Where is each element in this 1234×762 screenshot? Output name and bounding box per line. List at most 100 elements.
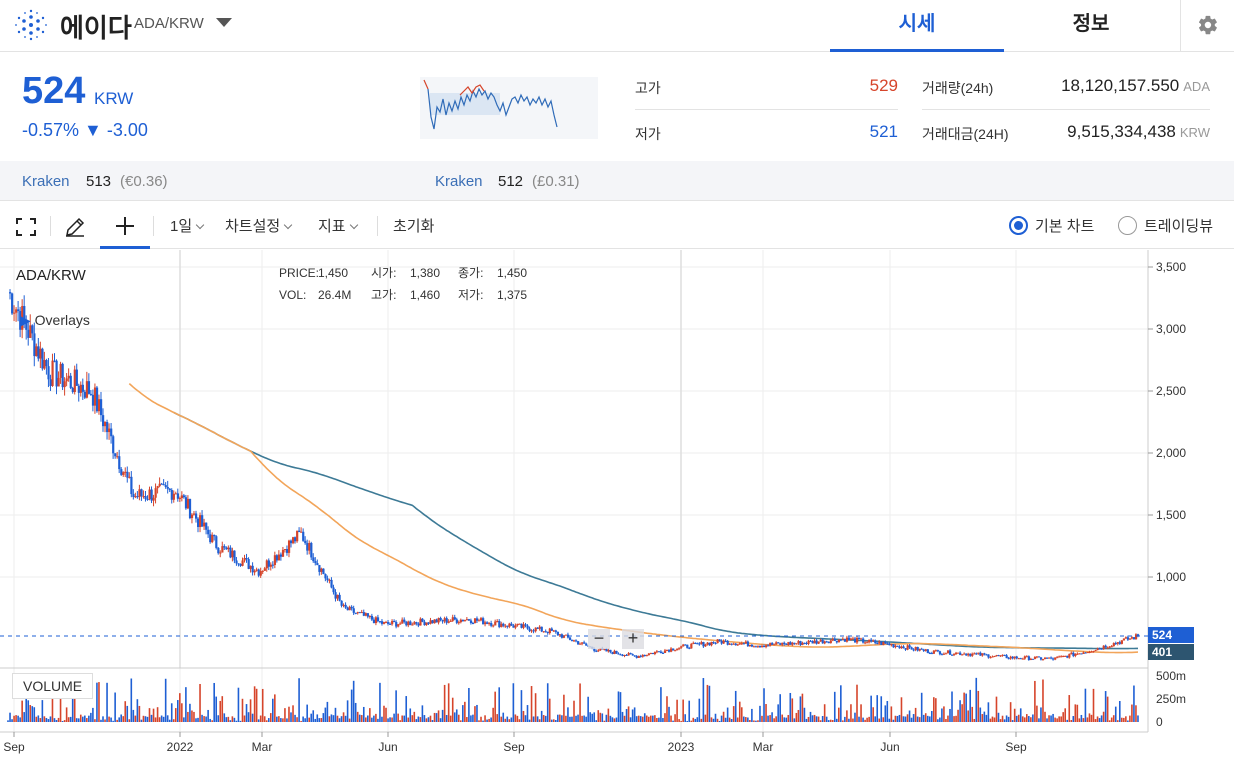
candle (934, 650, 938, 652)
candle (585, 643, 588, 646)
x-tick-label: Sep (3, 740, 25, 754)
candle (43, 360, 46, 369)
volume-bar (152, 708, 155, 722)
volume-bar (1086, 717, 1089, 722)
settings-button[interactable] (1180, 0, 1234, 52)
volume-bar (645, 715, 648, 722)
candle (888, 643, 891, 646)
candle (736, 644, 739, 646)
candle (579, 643, 582, 645)
volume-bar (577, 714, 579, 722)
volume-bar (607, 708, 610, 722)
candle (920, 648, 923, 650)
candle (568, 637, 572, 640)
volume-bar (502, 712, 505, 722)
volume-bar (1015, 715, 1018, 722)
exchange-name[interactable]: Kraken (435, 173, 483, 190)
volume-bar (201, 714, 203, 722)
volume-bar (862, 717, 864, 722)
zoom-in-button[interactable]: + (622, 629, 644, 649)
volume-bar (132, 709, 135, 722)
volume-bar (340, 716, 343, 722)
volume-tick-label: 500m (1156, 669, 1186, 683)
volume-bar (559, 714, 561, 722)
candle (322, 568, 325, 575)
volume-bar (793, 718, 796, 722)
candle (908, 645, 911, 648)
volume-bar (435, 713, 438, 722)
zoom-out-button[interactable]: − (588, 629, 610, 649)
candle (71, 387, 74, 392)
candle (894, 645, 897, 648)
interval-dropdown[interactable]: 1일 (170, 215, 205, 236)
candle (223, 546, 226, 548)
candle (427, 622, 430, 624)
candle (752, 646, 756, 648)
radio-tradingview-label[interactable]: 트레이딩뷰 (1144, 218, 1214, 235)
indicators-dropdown[interactable]: 지표 (318, 215, 358, 236)
exchange-name[interactable]: Kraken (22, 173, 70, 190)
candle (955, 652, 958, 655)
volume-bar (75, 718, 78, 722)
candle (423, 621, 426, 626)
candle (1134, 634, 1138, 640)
candle (227, 547, 230, 550)
volume-bar (933, 697, 935, 722)
candle (482, 618, 485, 625)
volume-bar (688, 700, 691, 722)
radio-tradingview[interactable] (1118, 216, 1137, 235)
volume-bar (692, 717, 695, 722)
candle (663, 650, 667, 653)
candle (1025, 656, 1028, 658)
candle (914, 646, 917, 650)
divider (153, 216, 154, 236)
candle (197, 518, 200, 528)
candle (350, 606, 353, 609)
volume-bar (997, 712, 1000, 722)
candle (809, 640, 812, 642)
crosshair-button[interactable] (100, 202, 150, 249)
radio-basic-label[interactable]: 기본 차트 (1035, 218, 1095, 235)
pencil-icon[interactable] (64, 216, 86, 238)
volume-bar (914, 707, 917, 722)
volume-bar (706, 684, 709, 722)
volume-bar (544, 715, 547, 722)
volume-bar (522, 710, 525, 722)
volume-bar (1106, 696, 1109, 722)
volume-bar (231, 716, 234, 722)
candle (856, 637, 859, 643)
candle (47, 366, 50, 380)
candle (946, 650, 950, 654)
volume-bar (1084, 688, 1087, 722)
volume-bar (791, 698, 794, 722)
tab-info[interactable]: 정보 (1072, 13, 1110, 35)
volume-bar (819, 720, 822, 722)
radio-basic-chart[interactable] (1009, 216, 1028, 235)
reset-button[interactable]: 초기화 (393, 218, 435, 235)
candle (65, 378, 68, 382)
candle (516, 623, 519, 626)
volume-bar (492, 707, 494, 722)
candle (69, 375, 72, 388)
candle (209, 534, 212, 543)
volume-bar (815, 716, 818, 722)
candle (769, 643, 772, 646)
candle (201, 515, 204, 527)
volume-bar (510, 717, 513, 722)
tab-market[interactable]: 시세 (830, 0, 1004, 52)
candle (987, 654, 990, 658)
x-tick-label: Mar (753, 740, 774, 754)
fullscreen-icon[interactable] (16, 218, 36, 236)
price-chart[interactable]: 3,5003,0002,5002,0001,5001,000500m250m0 … (0, 250, 1234, 762)
candle (550, 628, 553, 631)
volume-bar (797, 709, 800, 722)
volume-bar (995, 696, 998, 722)
chevron-down-icon[interactable] (216, 18, 232, 27)
volume-bar (593, 712, 596, 722)
candle (237, 563, 240, 565)
candle (134, 496, 137, 498)
chart-settings-dropdown[interactable]: 차트설정 (225, 215, 293, 236)
overlays-toggle[interactable]: ▶ Overlays (20, 312, 90, 329)
x-tick-label: Mar (252, 740, 273, 754)
volume-value: 18,120,157.550 ADA (1020, 76, 1210, 96)
